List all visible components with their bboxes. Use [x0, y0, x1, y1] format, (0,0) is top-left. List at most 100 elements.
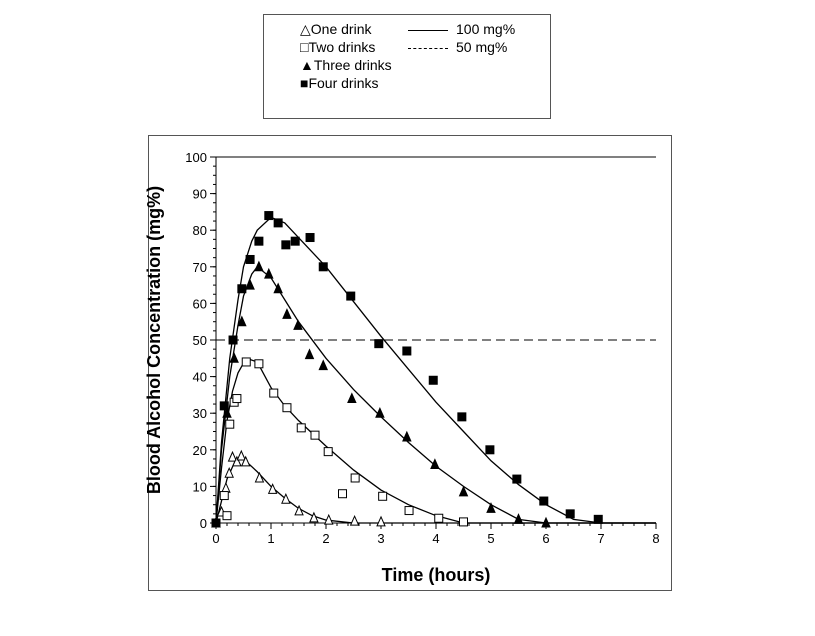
data-point: [310, 430, 320, 440]
data-point: [539, 496, 549, 506]
data-point: [347, 392, 357, 404]
data-point: [219, 491, 229, 501]
y-tick-label: 0: [200, 516, 207, 531]
data-point: [593, 514, 603, 524]
data-point: [294, 504, 304, 516]
data-point: [219, 401, 229, 411]
x-tick-label: 5: [487, 531, 494, 546]
data-point: [237, 315, 247, 327]
legend-item-100: 100 mg%: [408, 20, 515, 38]
data-point: [237, 284, 247, 294]
data-point: [221, 481, 231, 493]
data-point: [434, 513, 444, 523]
data-point: [254, 359, 264, 369]
data-point: [318, 359, 329, 371]
data-point: [224, 466, 234, 478]
x-tick-label: 2: [322, 531, 329, 546]
y-tick-label: 40: [193, 370, 207, 385]
data-point: [376, 515, 386, 527]
y-axis-label: Blood Alcohol Concentration (mg%): [144, 186, 164, 494]
data-point: [296, 423, 306, 433]
x-tick-label: 3: [377, 531, 384, 546]
data-point: [374, 339, 384, 349]
y-tick-label: 10: [193, 479, 207, 494]
filled-triangle-icon: ▲: [300, 57, 314, 73]
fit-curve: [215, 216, 656, 524]
data-point: [513, 513, 524, 524]
x-tick-label: 6: [542, 531, 549, 546]
data-point: [541, 516, 551, 528]
data-point: [269, 388, 279, 398]
legend-item-50: 50 mg%: [408, 38, 507, 56]
legend-item-one-drink: △One drink: [300, 21, 372, 37]
data-point: [458, 485, 469, 497]
y-tick-label: 70: [193, 260, 207, 275]
data-point: [229, 352, 239, 363]
data-point: [338, 489, 347, 499]
x-tick-label: 7: [597, 531, 604, 546]
data-point: [225, 419, 235, 429]
data-point: [267, 483, 278, 494]
data-point: [273, 218, 283, 228]
data-point: [228, 335, 238, 345]
data-point: [241, 357, 251, 367]
data-point: [227, 450, 238, 462]
data-point: [282, 403, 292, 413]
data-point: [254, 471, 265, 483]
data-point: [323, 513, 334, 525]
data-point: [346, 291, 356, 301]
x-tick-label: 8: [652, 531, 659, 546]
x-tick-label: 1: [267, 531, 274, 546]
data-point: [281, 240, 291, 250]
data-point: [350, 473, 360, 483]
data-point: [309, 511, 319, 523]
y-tick-label: 100: [185, 150, 207, 165]
data-point: [486, 502, 496, 513]
data-point: [375, 406, 385, 418]
data-point: [402, 346, 412, 356]
data-point: [245, 254, 255, 264]
data-point: [565, 509, 575, 519]
data-point: [512, 474, 522, 484]
data-point: [236, 449, 247, 461]
y-tick-label: 20: [193, 443, 207, 458]
data-point: [290, 236, 300, 246]
data-point: [281, 492, 291, 504]
x-axis-label: Time (hours): [382, 565, 491, 585]
data-point: [245, 278, 255, 290]
data-point: [485, 445, 495, 455]
x-tick-label: 0: [212, 531, 219, 546]
data-point: [211, 518, 221, 528]
data-point: [428, 375, 438, 385]
solid-line-icon: [408, 29, 448, 31]
data-point: [232, 455, 242, 467]
legend-item-four-drinks: ■Four drinks: [300, 75, 379, 91]
open-triangle-icon: △: [300, 21, 311, 37]
data-point: [430, 458, 440, 469]
legend-item-three-drinks: ▲Three drinks: [300, 57, 392, 73]
data-point: [273, 282, 283, 294]
data-point: [457, 412, 467, 422]
open-square-icon: □: [300, 39, 309, 55]
data-point: [293, 319, 303, 330]
data-point: [264, 267, 274, 279]
data-point: [318, 262, 328, 272]
data-point: [222, 511, 232, 521]
fit-curve: [215, 265, 656, 524]
data-point: [282, 308, 292, 319]
data-point: [240, 455, 251, 467]
y-tick-label: 60: [193, 296, 207, 311]
data-point: [254, 236, 264, 246]
x-tick-label: 4: [432, 531, 439, 546]
data-point: [404, 506, 414, 516]
data-point: [349, 514, 360, 526]
data-point: [402, 430, 412, 442]
dashed-line-icon: [408, 47, 448, 49]
data-point: [305, 233, 315, 243]
data-point: [232, 394, 242, 404]
data-point: [264, 211, 274, 221]
legend-item-two-drinks: □Two drinks: [300, 39, 376, 55]
y-tick-label: 90: [193, 187, 207, 202]
data-point: [254, 260, 264, 272]
